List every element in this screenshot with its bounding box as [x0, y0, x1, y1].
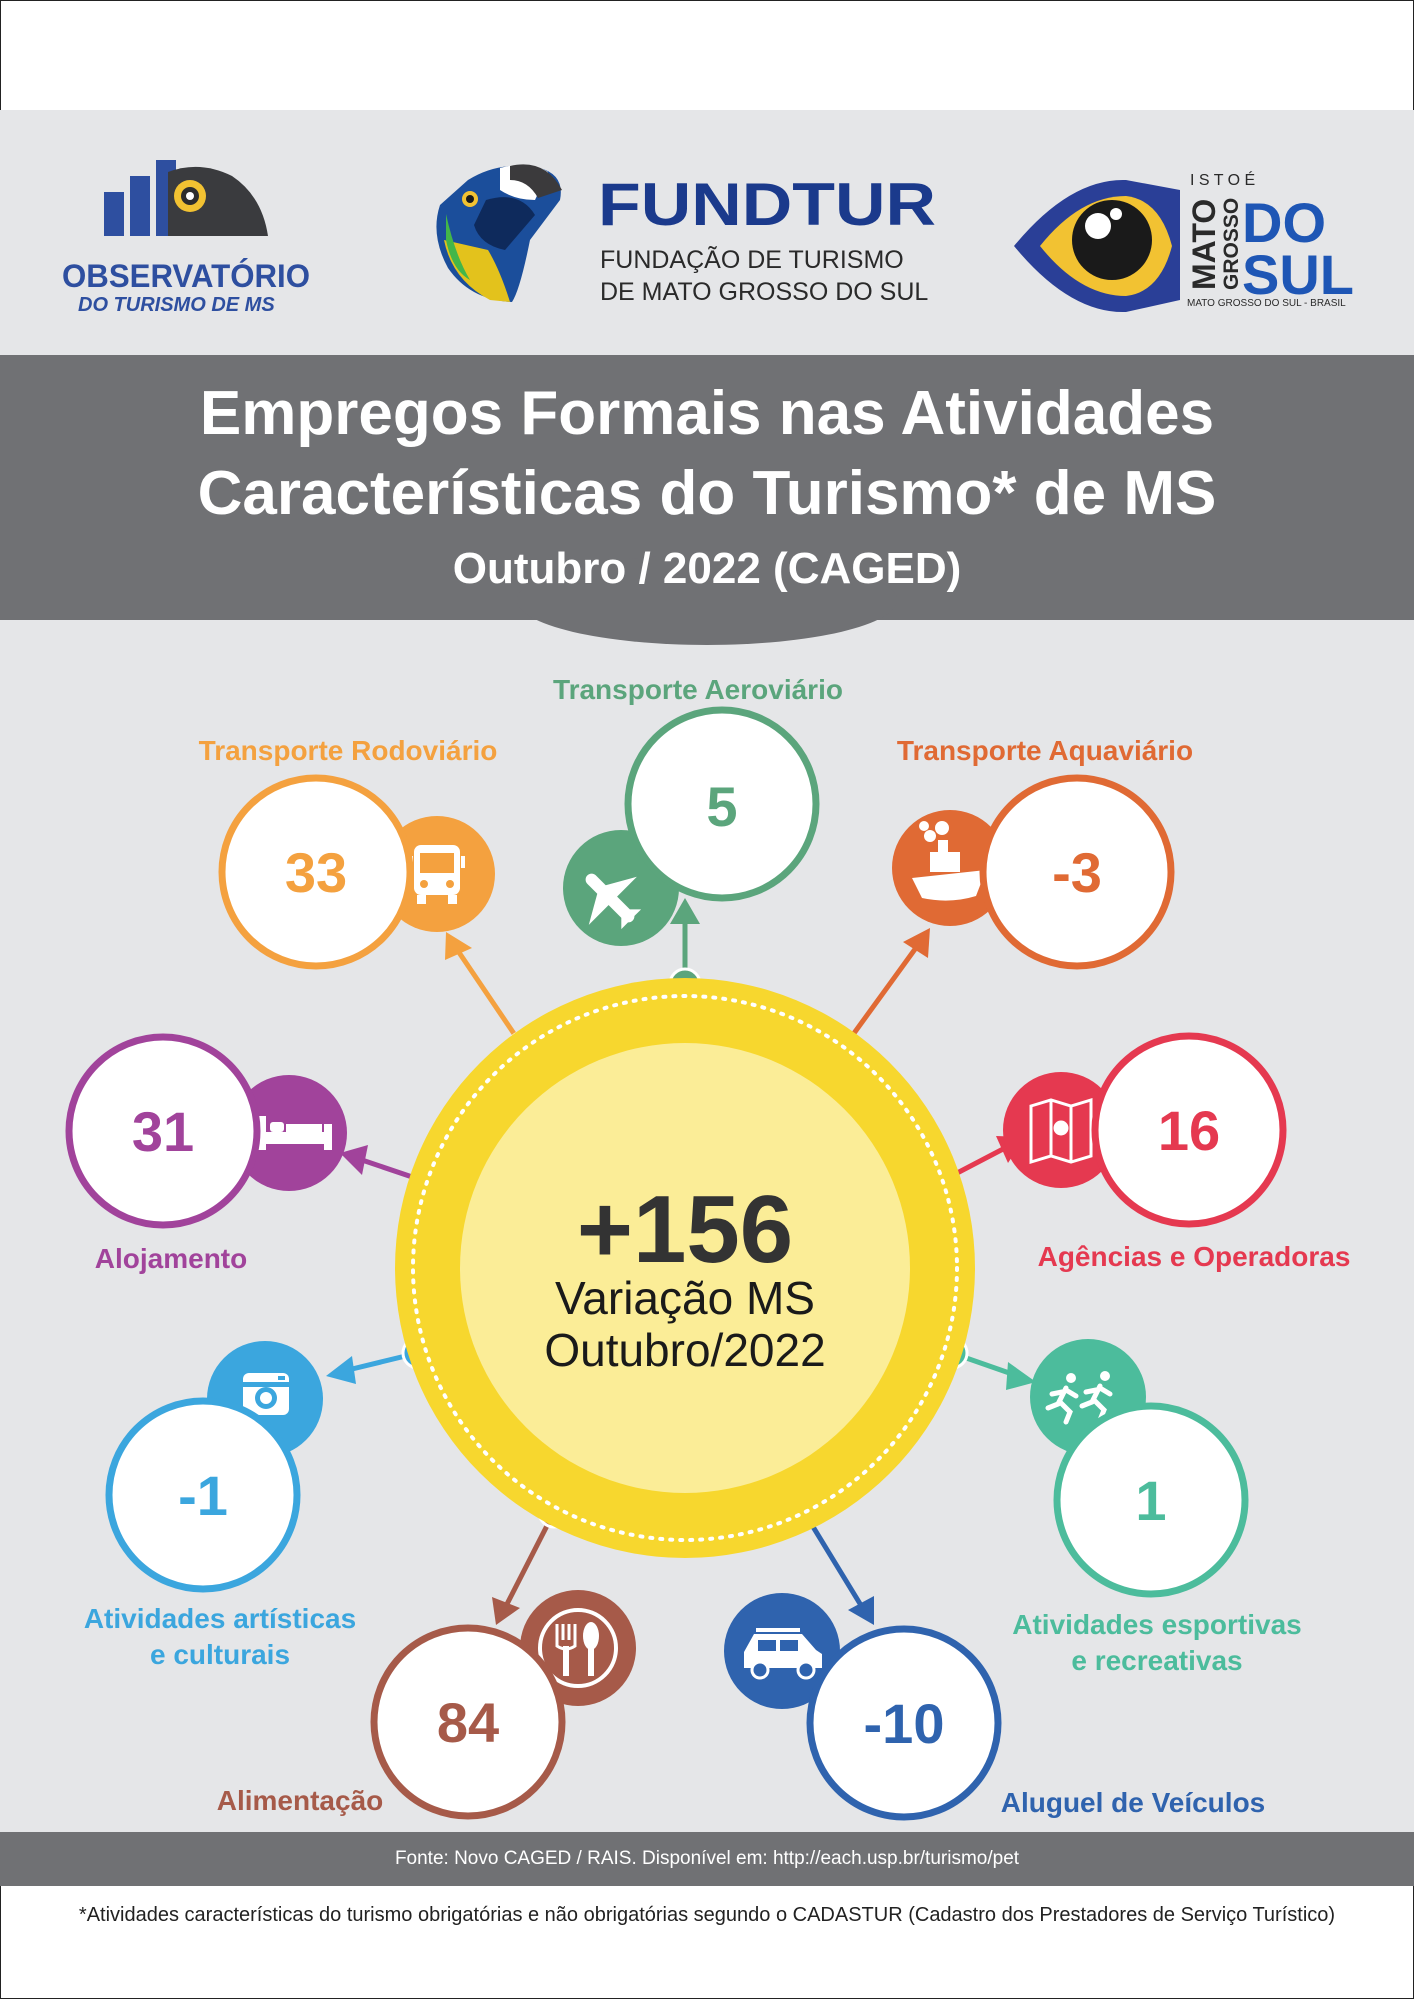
ms-isto-e: I S T O É — [1190, 170, 1255, 189]
category-rodoviario: 33 Transporte Rodoviário — [199, 735, 498, 970]
value-aereo: 5 — [706, 775, 737, 838]
label-aquaviario: Transporte Aquaviário — [897, 735, 1193, 766]
ms-mato: MATO — [1186, 199, 1222, 290]
label-aereo: Transporte Aeroviário — [553, 674, 843, 705]
value-artisticas: -1 — [178, 1464, 228, 1527]
ms-do: DO — [1242, 191, 1326, 254]
fundtur-line1: FUNDAÇÃO DE TURISMO — [600, 245, 904, 274]
subtitle: Outubro / 2022 (CAGED) — [453, 544, 962, 593]
fundtur-logo: FUNDTUR FUNDAÇÃO DE TURISMO DE MATO GROS… — [436, 164, 936, 306]
center-label-2: Outubro/2022 — [544, 1324, 825, 1376]
label-alimentacao: Alimentação — [217, 1785, 384, 1816]
label-esportivas-1: Atividades esportivas — [1012, 1609, 1301, 1640]
fundtur-name: FUNDTUR — [598, 171, 936, 238]
ship-icon — [912, 821, 986, 901]
category-agencias: 16 Agências e Operadoras — [1003, 1032, 1351, 1272]
ms-grosso: GROSSO — [1220, 198, 1243, 290]
ms-sul: SUL — [1242, 243, 1354, 306]
label-artisticas-2: e culturais — [150, 1639, 290, 1670]
value-esportivas: 1 — [1135, 1469, 1166, 1532]
value-alojamento: 31 — [132, 1100, 194, 1163]
source-bar: Fonte: Novo CAGED / RAIS. Disponível em:… — [0, 1832, 1414, 1886]
label-alojamento: Alojamento — [95, 1243, 247, 1274]
runners-icon — [1045, 1371, 1113, 1425]
center-value: +156 — [577, 1176, 793, 1283]
bed-icon — [258, 1116, 332, 1150]
title-line1: Empregos Formais nas Atividades — [200, 379, 1214, 448]
observatorio-logo: OBSERVATÓRIO DO TURISMO DE MS — [62, 160, 310, 316]
value-alimentacao: 84 — [437, 1691, 499, 1754]
value-veiculos: -10 — [864, 1692, 945, 1755]
ms-sub: MATO GROSSO DO SUL - BRASIL — [1187, 298, 1346, 309]
value-rodoviario: 33 — [285, 841, 347, 904]
label-agencias: Agências e Operadoras — [1038, 1241, 1351, 1272]
category-esportivas: 1 Atividades esportivas e recreativas — [1012, 1339, 1302, 1676]
category-aereo: 5 Transporte Aeroviário — [553, 674, 843, 946]
map-icon — [1029, 1097, 1093, 1165]
footnote: *Atividades características do turismo o… — [78, 1904, 1336, 1926]
camera-icon — [243, 1373, 289, 1415]
fork-knife-icon — [538, 1608, 618, 1688]
label-rodoviario: Transporte Rodoviário — [199, 735, 498, 766]
value-aquaviario: -3 — [1052, 841, 1102, 904]
bus-icon — [409, 845, 465, 904]
observatorio-name: OBSERVATÓRIO — [62, 258, 310, 294]
label-veiculos: Aluguel de Veículos — [1001, 1787, 1266, 1818]
title-line2: Características do Turismo* de MS — [198, 459, 1217, 528]
observatorio-sub: DO TURISMO DE MS — [78, 294, 275, 316]
car-icon — [744, 1628, 822, 1680]
category-veiculos: -10 Aluguel de Veículos — [724, 1593, 1266, 1821]
value-agencias: 16 — [1158, 1099, 1220, 1162]
category-alimentacao: 84 Alimentação — [217, 1590, 636, 1820]
ms-logo: I S T O É MATO GROSSO DO SUL MATO GROSSO… — [1014, 170, 1354, 313]
category-artisticas: -1 Atividades artísticas e culturais — [84, 1341, 356, 1670]
category-aquaviario: -3 Transporte Aquaviário — [892, 735, 1193, 970]
label-artisticas-1: Atividades artísticas — [84, 1603, 356, 1634]
fundtur-line2: DE MATO GROSSO DO SUL — [600, 278, 928, 306]
center-label-1: Variação MS — [555, 1272, 815, 1324]
center-total: +156 Variação MS Outubro/2022 — [395, 978, 975, 1558]
category-alojamento: 31 Alojamento — [65, 1033, 347, 1274]
label-esportivas-2: e recreativas — [1071, 1645, 1242, 1676]
source-text: Fonte: Novo CAGED / RAIS. Disponível em:… — [394, 1848, 1020, 1869]
